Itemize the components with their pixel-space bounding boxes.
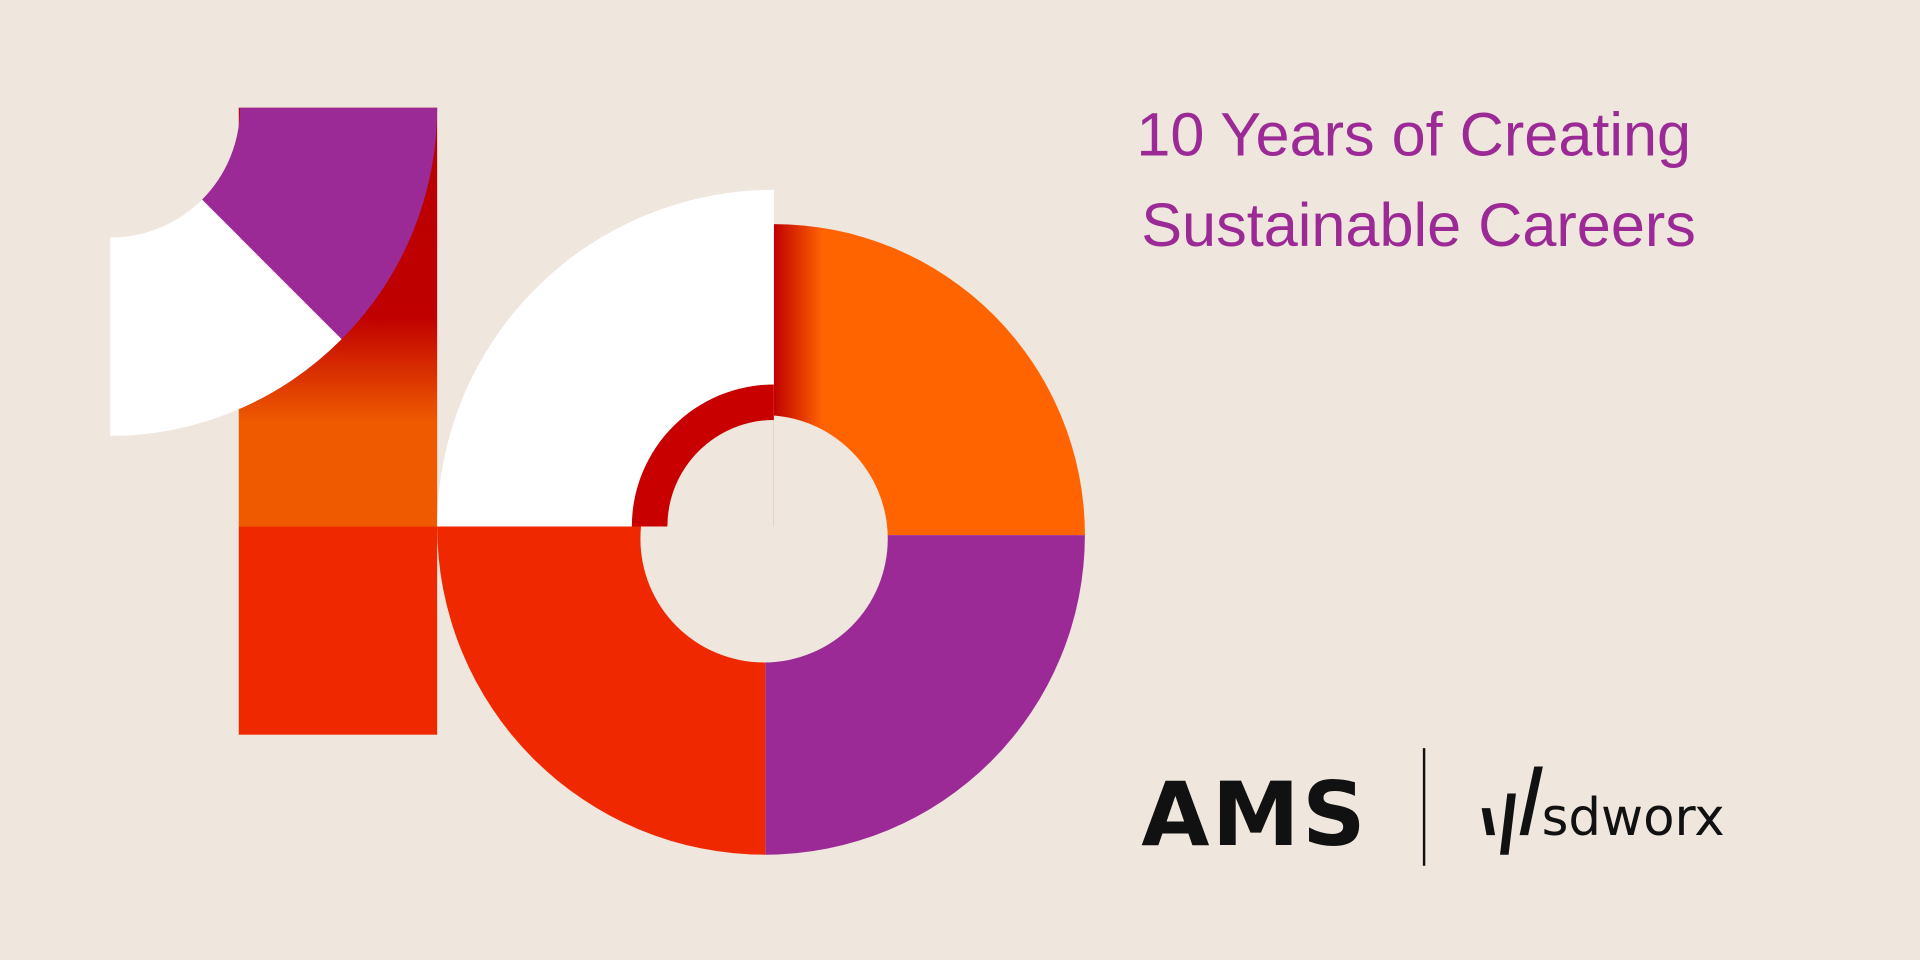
sdworx-logo: sdworx	[1542, 788, 1725, 848]
zero-ring-inner	[667, 420, 774, 527]
one-column-base	[238, 526, 438, 735]
sdworx-mark	[1481, 766, 1543, 855]
one-purple-arc	[202, 107, 438, 340]
ams-logo: AMS	[1141, 763, 1368, 866]
one-white-arc	[110, 199, 342, 436]
headline-line: Sustainable Careers	[1141, 191, 1696, 259]
headline-line: 10 Years of Creating	[1136, 101, 1691, 169]
